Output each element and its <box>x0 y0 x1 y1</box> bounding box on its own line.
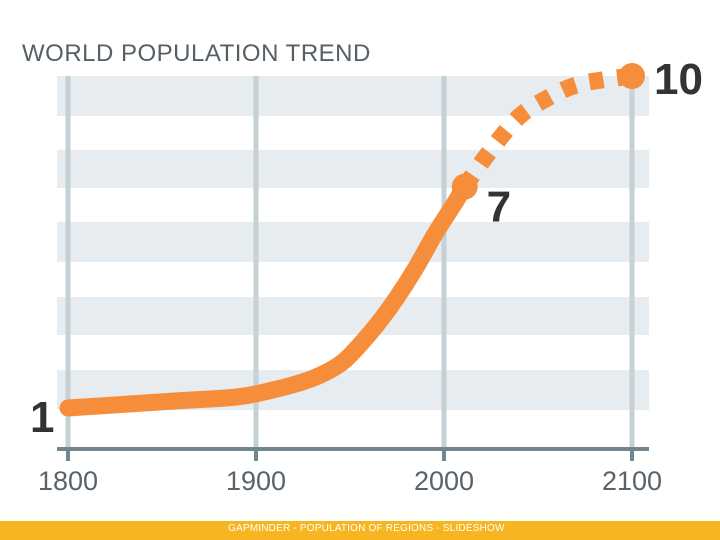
tick-label-2100: 2100 <box>602 466 662 496</box>
tick-label-1800: 1800 <box>38 466 98 496</box>
series-lines <box>59 67 634 417</box>
value-label-7: 7 <box>487 183 511 232</box>
tick-label-2000: 2000 <box>414 466 474 496</box>
background-bands <box>57 76 649 410</box>
series-projection <box>457 67 634 192</box>
vertical-gridlines <box>65 76 635 448</box>
band-4 <box>57 297 649 335</box>
value-label-1: 1 <box>30 393 54 442</box>
band-1 <box>57 76 649 116</box>
data-points <box>451 63 645 200</box>
point-7 <box>451 173 478 200</box>
footer-bar: GAPMINDER - POPULATION OF REGIONS - SLID… <box>0 521 720 540</box>
band-3 <box>57 222 649 262</box>
point-10 <box>619 63 645 89</box>
band-2 <box>57 150 649 188</box>
value-label-10: 10 <box>654 55 703 104</box>
tick-label-1900: 1900 <box>226 466 286 496</box>
series-historical <box>59 178 474 417</box>
chart-title: WORLD POPULATION TREND <box>22 40 371 67</box>
x-axis-ticks: 1800 1900 2000 2100 <box>38 449 662 496</box>
footer-text: GAPMINDER - POPULATION OF REGIONS - SLID… <box>228 523 505 534</box>
